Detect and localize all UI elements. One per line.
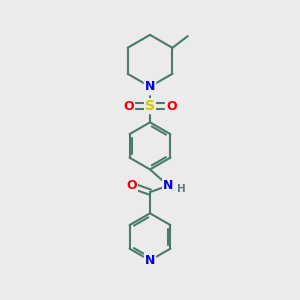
Text: N: N [163, 179, 173, 192]
Text: O: O [126, 179, 137, 192]
Text: H: H [177, 184, 186, 194]
Text: O: O [124, 100, 134, 112]
Text: O: O [166, 100, 176, 112]
Text: S: S [145, 99, 155, 113]
Text: N: N [145, 80, 155, 93]
Text: N: N [145, 81, 155, 94]
Text: N: N [145, 254, 155, 267]
